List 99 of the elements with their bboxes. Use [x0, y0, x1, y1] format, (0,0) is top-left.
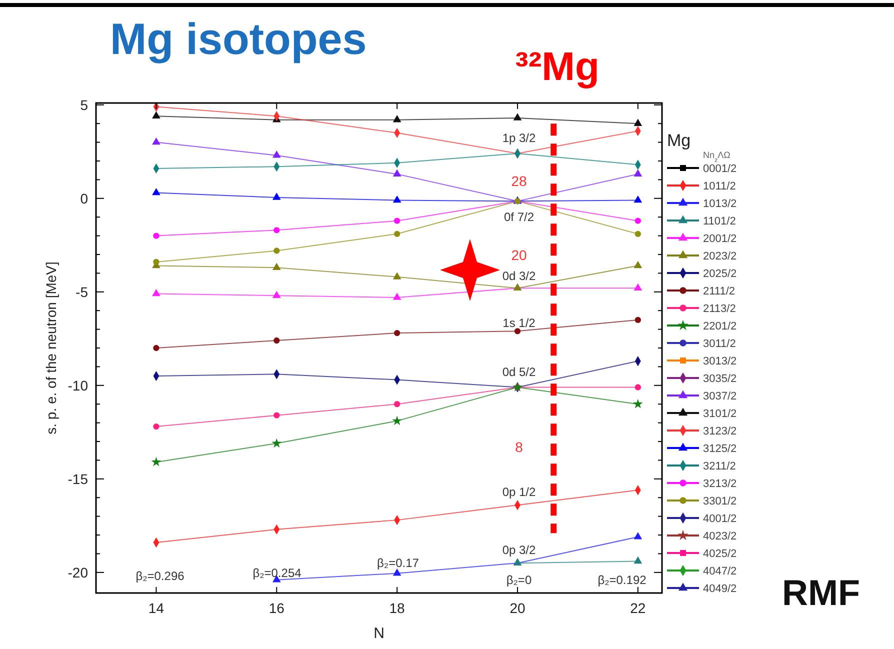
- point: [274, 337, 280, 344]
- point: [634, 169, 642, 176]
- legend-label: 3037/2: [703, 390, 737, 402]
- point: [634, 218, 642, 224]
- legend-label: 3123/2: [703, 426, 737, 438]
- point: [394, 218, 400, 224]
- legend-label: 3013/2: [703, 356, 737, 368]
- annotation: 20: [511, 247, 527, 263]
- x-tick-label: 18: [389, 600, 406, 616]
- point: [392, 272, 402, 280]
- legend-label: 4047/2: [703, 566, 737, 578]
- annotation: 0d 5/2: [502, 365, 536, 379]
- point: [514, 328, 521, 334]
- point: [634, 230, 642, 237]
- legend-label: 4049/2: [703, 583, 737, 595]
- point: [392, 169, 402, 176]
- point: [392, 416, 402, 426]
- annotation: β₂=0.17: [377, 556, 420, 570]
- annotation: 1p 3/2: [502, 131, 536, 145]
- annotation: 8: [515, 439, 524, 455]
- legend-title: Mg: [667, 131, 691, 150]
- point: [392, 115, 402, 122]
- y-tick-label: 5: [80, 96, 88, 113]
- annotation: 0d 3/2: [502, 269, 536, 283]
- point: [274, 248, 280, 254]
- legend-label: 3213/2: [703, 478, 737, 490]
- point: [153, 423, 160, 430]
- point: [274, 227, 280, 234]
- point: [394, 330, 400, 336]
- legend-label: 3301/2: [703, 496, 737, 508]
- point: [152, 188, 160, 196]
- chart-title: Mg isotopes: [110, 15, 367, 64]
- legend-label: 3035/2: [703, 373, 737, 385]
- legend-label: 3211/2: [703, 460, 736, 472]
- y-axis-title: s. p. e. of the neutron [MeV]: [43, 262, 59, 434]
- point: [151, 456, 162, 466]
- point: [152, 137, 160, 145]
- point: [153, 344, 160, 352]
- point: [274, 412, 280, 418]
- legend-label: 4001/2: [703, 513, 737, 525]
- legend-label: 4023/2: [703, 530, 737, 542]
- point: [272, 438, 282, 448]
- legend-label: 2111/2: [703, 286, 736, 298]
- annotation: 0p 1/2: [502, 485, 536, 499]
- x-tick-label: 16: [268, 600, 285, 616]
- point: [153, 258, 160, 266]
- legend-label: 1101/2: [703, 216, 736, 228]
- legend-label: 2023/2: [703, 250, 737, 262]
- annotation: β₂=0.296: [136, 569, 185, 583]
- annotation: 1s 1/2: [502, 316, 536, 330]
- point: [394, 401, 400, 408]
- point: [633, 398, 643, 408]
- point: [153, 232, 160, 239]
- point: [152, 288, 160, 296]
- text: Nn$_{z}$ΛΩ: [703, 150, 731, 164]
- point: [634, 118, 642, 126]
- chart-subtitle: ³²Mg: [515, 45, 600, 89]
- point: [272, 192, 281, 200]
- point: [392, 292, 402, 300]
- x-tick-label: 22: [630, 600, 646, 616]
- point: [634, 260, 642, 268]
- point: [272, 150, 281, 158]
- legend-label: 0001/2: [703, 163, 737, 175]
- annotation: 0p 3/2: [502, 543, 536, 557]
- point: [634, 532, 642, 540]
- legend-label: 4025/2: [703, 548, 737, 560]
- point: [392, 195, 402, 203]
- y-tick-label: -15: [68, 470, 88, 487]
- x-tick-label: 14: [148, 600, 164, 616]
- legend-label: 1011/2: [703, 180, 736, 192]
- annotation: 28: [511, 173, 527, 189]
- legend-label: 2113/2: [703, 303, 736, 315]
- y-tick-label: -10: [68, 377, 88, 394]
- y-tick-label: 0: [80, 190, 88, 206]
- point: [272, 262, 281, 270]
- point: [394, 230, 400, 237]
- point: [634, 316, 642, 324]
- x-tick-label: 20: [510, 600, 526, 616]
- point: [152, 111, 160, 118]
- legend-label: 2201/2: [703, 320, 737, 332]
- point: [634, 384, 642, 390]
- point: [634, 195, 642, 203]
- x-axis-title: N: [374, 625, 384, 642]
- legend-label: 2025/2: [703, 268, 737, 280]
- point: [513, 113, 522, 120]
- annotation: β₂=0.192: [598, 573, 647, 587]
- annotation: 0f 7/2: [504, 210, 534, 224]
- point: [272, 290, 281, 298]
- annotation: β₂=0.254: [252, 566, 302, 580]
- legend-label: 3125/2: [703, 443, 737, 455]
- y-tick-label: -5: [76, 284, 88, 300]
- y-tick-label: -20: [68, 564, 88, 580]
- legend-label: 2001/2: [703, 233, 737, 245]
- legend-label: 3101/2: [703, 408, 737, 420]
- point: [634, 283, 642, 291]
- legend-label: 3011/2: [703, 338, 736, 350]
- annotation: β₂=0: [506, 573, 532, 587]
- text: RMF: [782, 572, 860, 613]
- legend-label: 1013/2: [703, 198, 737, 210]
